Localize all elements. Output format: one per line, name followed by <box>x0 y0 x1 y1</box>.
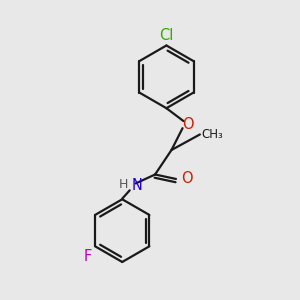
Text: O: O <box>182 117 194 132</box>
Text: CH₃: CH₃ <box>201 128 223 141</box>
Text: F: F <box>83 249 92 264</box>
Text: N: N <box>132 178 143 193</box>
Text: Cl: Cl <box>159 28 174 43</box>
Text: H: H <box>119 178 128 191</box>
Text: O: O <box>182 171 193 186</box>
